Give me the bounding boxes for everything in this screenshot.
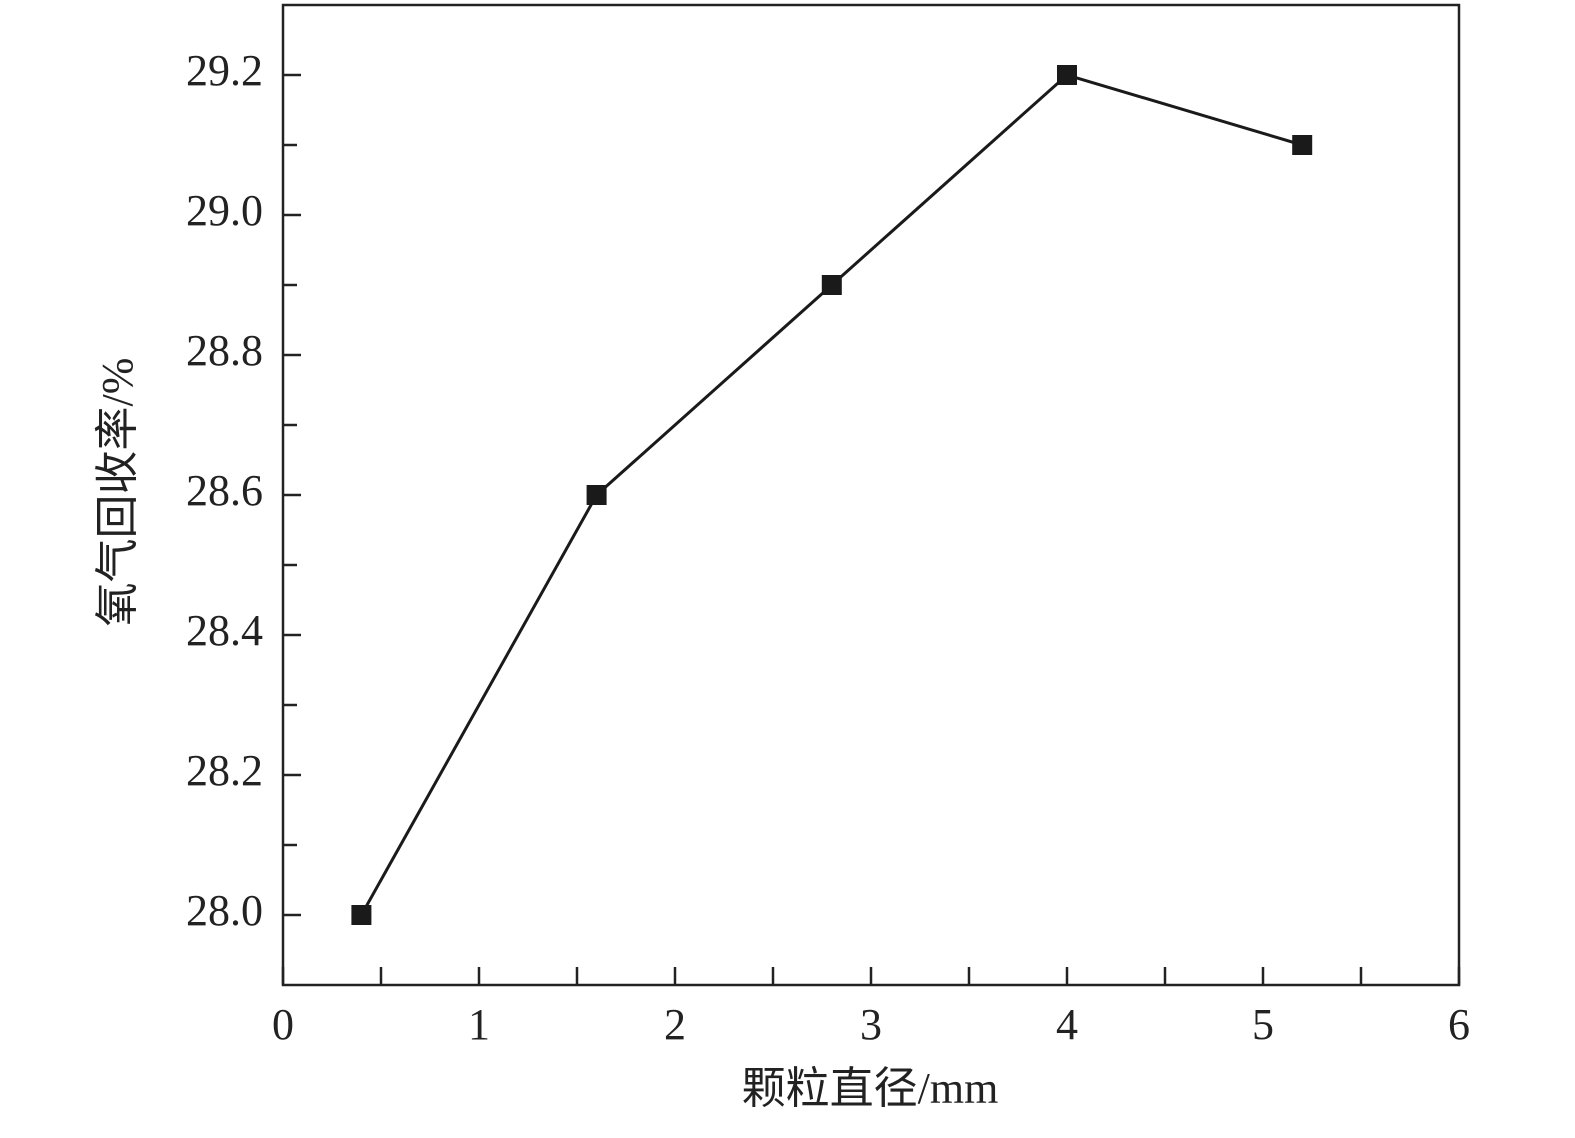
x-tick-label: 2 xyxy=(664,1000,686,1049)
series-line xyxy=(360,73,1303,916)
x-tick-label: 4 xyxy=(1056,1000,1078,1049)
y-tick-label: 28.8 xyxy=(186,326,263,375)
data-point xyxy=(351,905,372,925)
data-point xyxy=(1292,135,1313,155)
x-tick-label: 1 xyxy=(468,1000,490,1049)
y-tick-label: 28.6 xyxy=(186,466,263,515)
y-axis-label: 氧气回收率/% xyxy=(93,358,142,627)
y-tick-label: 29.0 xyxy=(186,186,263,235)
y-tick-label: 28.4 xyxy=(186,606,263,655)
data-point xyxy=(821,275,842,295)
x-tick-label: 3 xyxy=(860,1000,882,1049)
x-tick-label: 0 xyxy=(272,1000,294,1049)
y-tick-label: 28.0 xyxy=(186,886,263,935)
y-tick-label: 29.2 xyxy=(186,46,263,95)
x-tick-label: 6 xyxy=(1448,1000,1470,1049)
y-tick-label: 28.2 xyxy=(186,746,263,795)
x-tick-label: 5 xyxy=(1252,1000,1274,1049)
data-point xyxy=(586,485,607,505)
x-axis-label: 颗粒直径/mm xyxy=(742,1064,999,1113)
plot-frame xyxy=(281,3,1461,987)
data-point xyxy=(1057,65,1077,85)
